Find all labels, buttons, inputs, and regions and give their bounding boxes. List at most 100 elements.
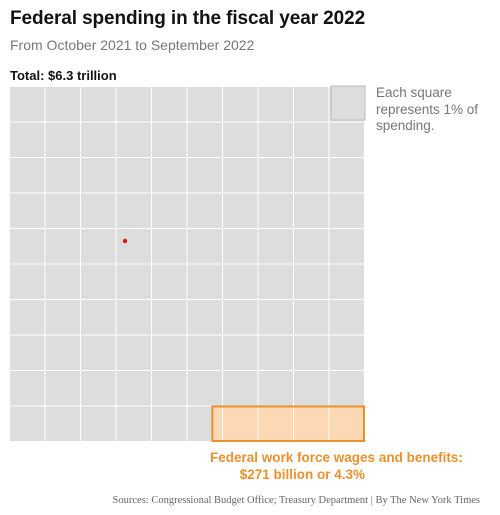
waffle-square bbox=[116, 406, 151, 441]
legend-text: Each square represents 1% of spending. bbox=[376, 85, 479, 133]
waffle-square bbox=[10, 229, 45, 264]
waffle-square bbox=[152, 158, 187, 193]
highlight-divider bbox=[222, 406, 223, 441]
highlight-callout: Federal work force wages and benefits: $… bbox=[210, 449, 463, 483]
waffle-square bbox=[187, 300, 222, 335]
marker-dot bbox=[122, 238, 128, 244]
waffle-grid bbox=[10, 87, 364, 441]
waffle-square bbox=[223, 371, 258, 406]
waffle-square bbox=[45, 264, 80, 299]
waffle-square bbox=[187, 264, 222, 299]
waffle-square bbox=[329, 371, 364, 406]
waffle-square bbox=[294, 371, 329, 406]
waffle-square bbox=[10, 406, 45, 441]
waffle-square bbox=[45, 406, 80, 441]
waffle-square bbox=[223, 335, 258, 370]
waffle-square bbox=[116, 122, 151, 157]
waffle-square bbox=[81, 122, 116, 157]
waffle-square bbox=[152, 193, 187, 228]
waffle-square bbox=[294, 158, 329, 193]
waffle-square bbox=[329, 229, 364, 264]
waffle-square bbox=[152, 371, 187, 406]
waffle-square bbox=[45, 87, 80, 122]
waffle-square bbox=[294, 335, 329, 370]
waffle-square bbox=[10, 158, 45, 193]
waffle-square bbox=[258, 229, 293, 264]
waffle-square bbox=[116, 87, 151, 122]
waffle-square bbox=[152, 300, 187, 335]
waffle-square bbox=[45, 193, 80, 228]
waffle-square bbox=[329, 122, 364, 157]
waffle-square bbox=[10, 264, 45, 299]
waffle-square bbox=[187, 193, 222, 228]
waffle-square bbox=[329, 193, 364, 228]
waffle-square bbox=[294, 87, 329, 122]
highlight-label: Federal work force wages and benefits: bbox=[210, 450, 463, 465]
waffle-square bbox=[81, 158, 116, 193]
waffle-square bbox=[116, 371, 151, 406]
highlight-value: $271 billion or 4.3% bbox=[239, 467, 365, 482]
waffle-square bbox=[81, 87, 116, 122]
waffle-square bbox=[258, 193, 293, 228]
waffle-square bbox=[329, 300, 364, 335]
waffle-square bbox=[45, 158, 80, 193]
waffle-square bbox=[152, 406, 187, 441]
waffle-square bbox=[258, 264, 293, 299]
highlight-area bbox=[212, 406, 365, 441]
waffle-square bbox=[258, 335, 293, 370]
waffle-square bbox=[81, 335, 116, 370]
waffle-square bbox=[10, 122, 45, 157]
waffle-square bbox=[116, 229, 151, 264]
waffle-square bbox=[152, 335, 187, 370]
waffle-square bbox=[45, 371, 80, 406]
waffle-square bbox=[223, 122, 258, 157]
waffle-square bbox=[187, 87, 222, 122]
waffle-square bbox=[116, 335, 151, 370]
waffle-square bbox=[223, 193, 258, 228]
waffle-square bbox=[258, 158, 293, 193]
waffle-square bbox=[45, 229, 80, 264]
total-label: Total: $6.3 trillion bbox=[10, 68, 117, 83]
highlight-border bbox=[211, 405, 365, 442]
waffle-square bbox=[116, 193, 151, 228]
waffle-square bbox=[116, 300, 151, 335]
waffle-square bbox=[187, 371, 222, 406]
waffle-square bbox=[81, 371, 116, 406]
waffle-square bbox=[187, 158, 222, 193]
waffle-square bbox=[45, 335, 80, 370]
waffle-square bbox=[294, 264, 329, 299]
waffle-square bbox=[45, 122, 80, 157]
waffle-square bbox=[10, 193, 45, 228]
waffle-square bbox=[152, 229, 187, 264]
waffle-square bbox=[152, 87, 187, 122]
source-line: Sources: Congressional Budget Office; Tr… bbox=[112, 495, 480, 506]
waffle-square bbox=[223, 300, 258, 335]
waffle-square bbox=[81, 229, 116, 264]
waffle-square bbox=[294, 122, 329, 157]
waffle-square bbox=[81, 264, 116, 299]
waffle-square bbox=[152, 122, 187, 157]
highlight-divider bbox=[257, 406, 259, 441]
waffle-square bbox=[294, 300, 329, 335]
waffle-square bbox=[116, 264, 151, 299]
waffle-square bbox=[10, 335, 45, 370]
waffle-square bbox=[152, 264, 187, 299]
highlight-divider bbox=[328, 406, 330, 441]
waffle-square bbox=[294, 229, 329, 264]
waffle-square bbox=[10, 300, 45, 335]
waffle-square bbox=[329, 335, 364, 370]
waffle-square bbox=[187, 122, 222, 157]
waffle-square bbox=[45, 300, 80, 335]
waffle-square bbox=[10, 87, 45, 122]
waffle-square bbox=[223, 264, 258, 299]
waffle-square bbox=[258, 122, 293, 157]
waffle-square bbox=[294, 193, 329, 228]
waffle-square bbox=[258, 300, 293, 335]
chart-title: Federal spending in the fiscal year 2022 bbox=[10, 8, 366, 29]
waffle-square bbox=[187, 335, 222, 370]
waffle-square bbox=[81, 406, 116, 441]
waffle-square bbox=[223, 229, 258, 264]
waffle-square bbox=[223, 87, 258, 122]
waffle-square bbox=[329, 264, 364, 299]
